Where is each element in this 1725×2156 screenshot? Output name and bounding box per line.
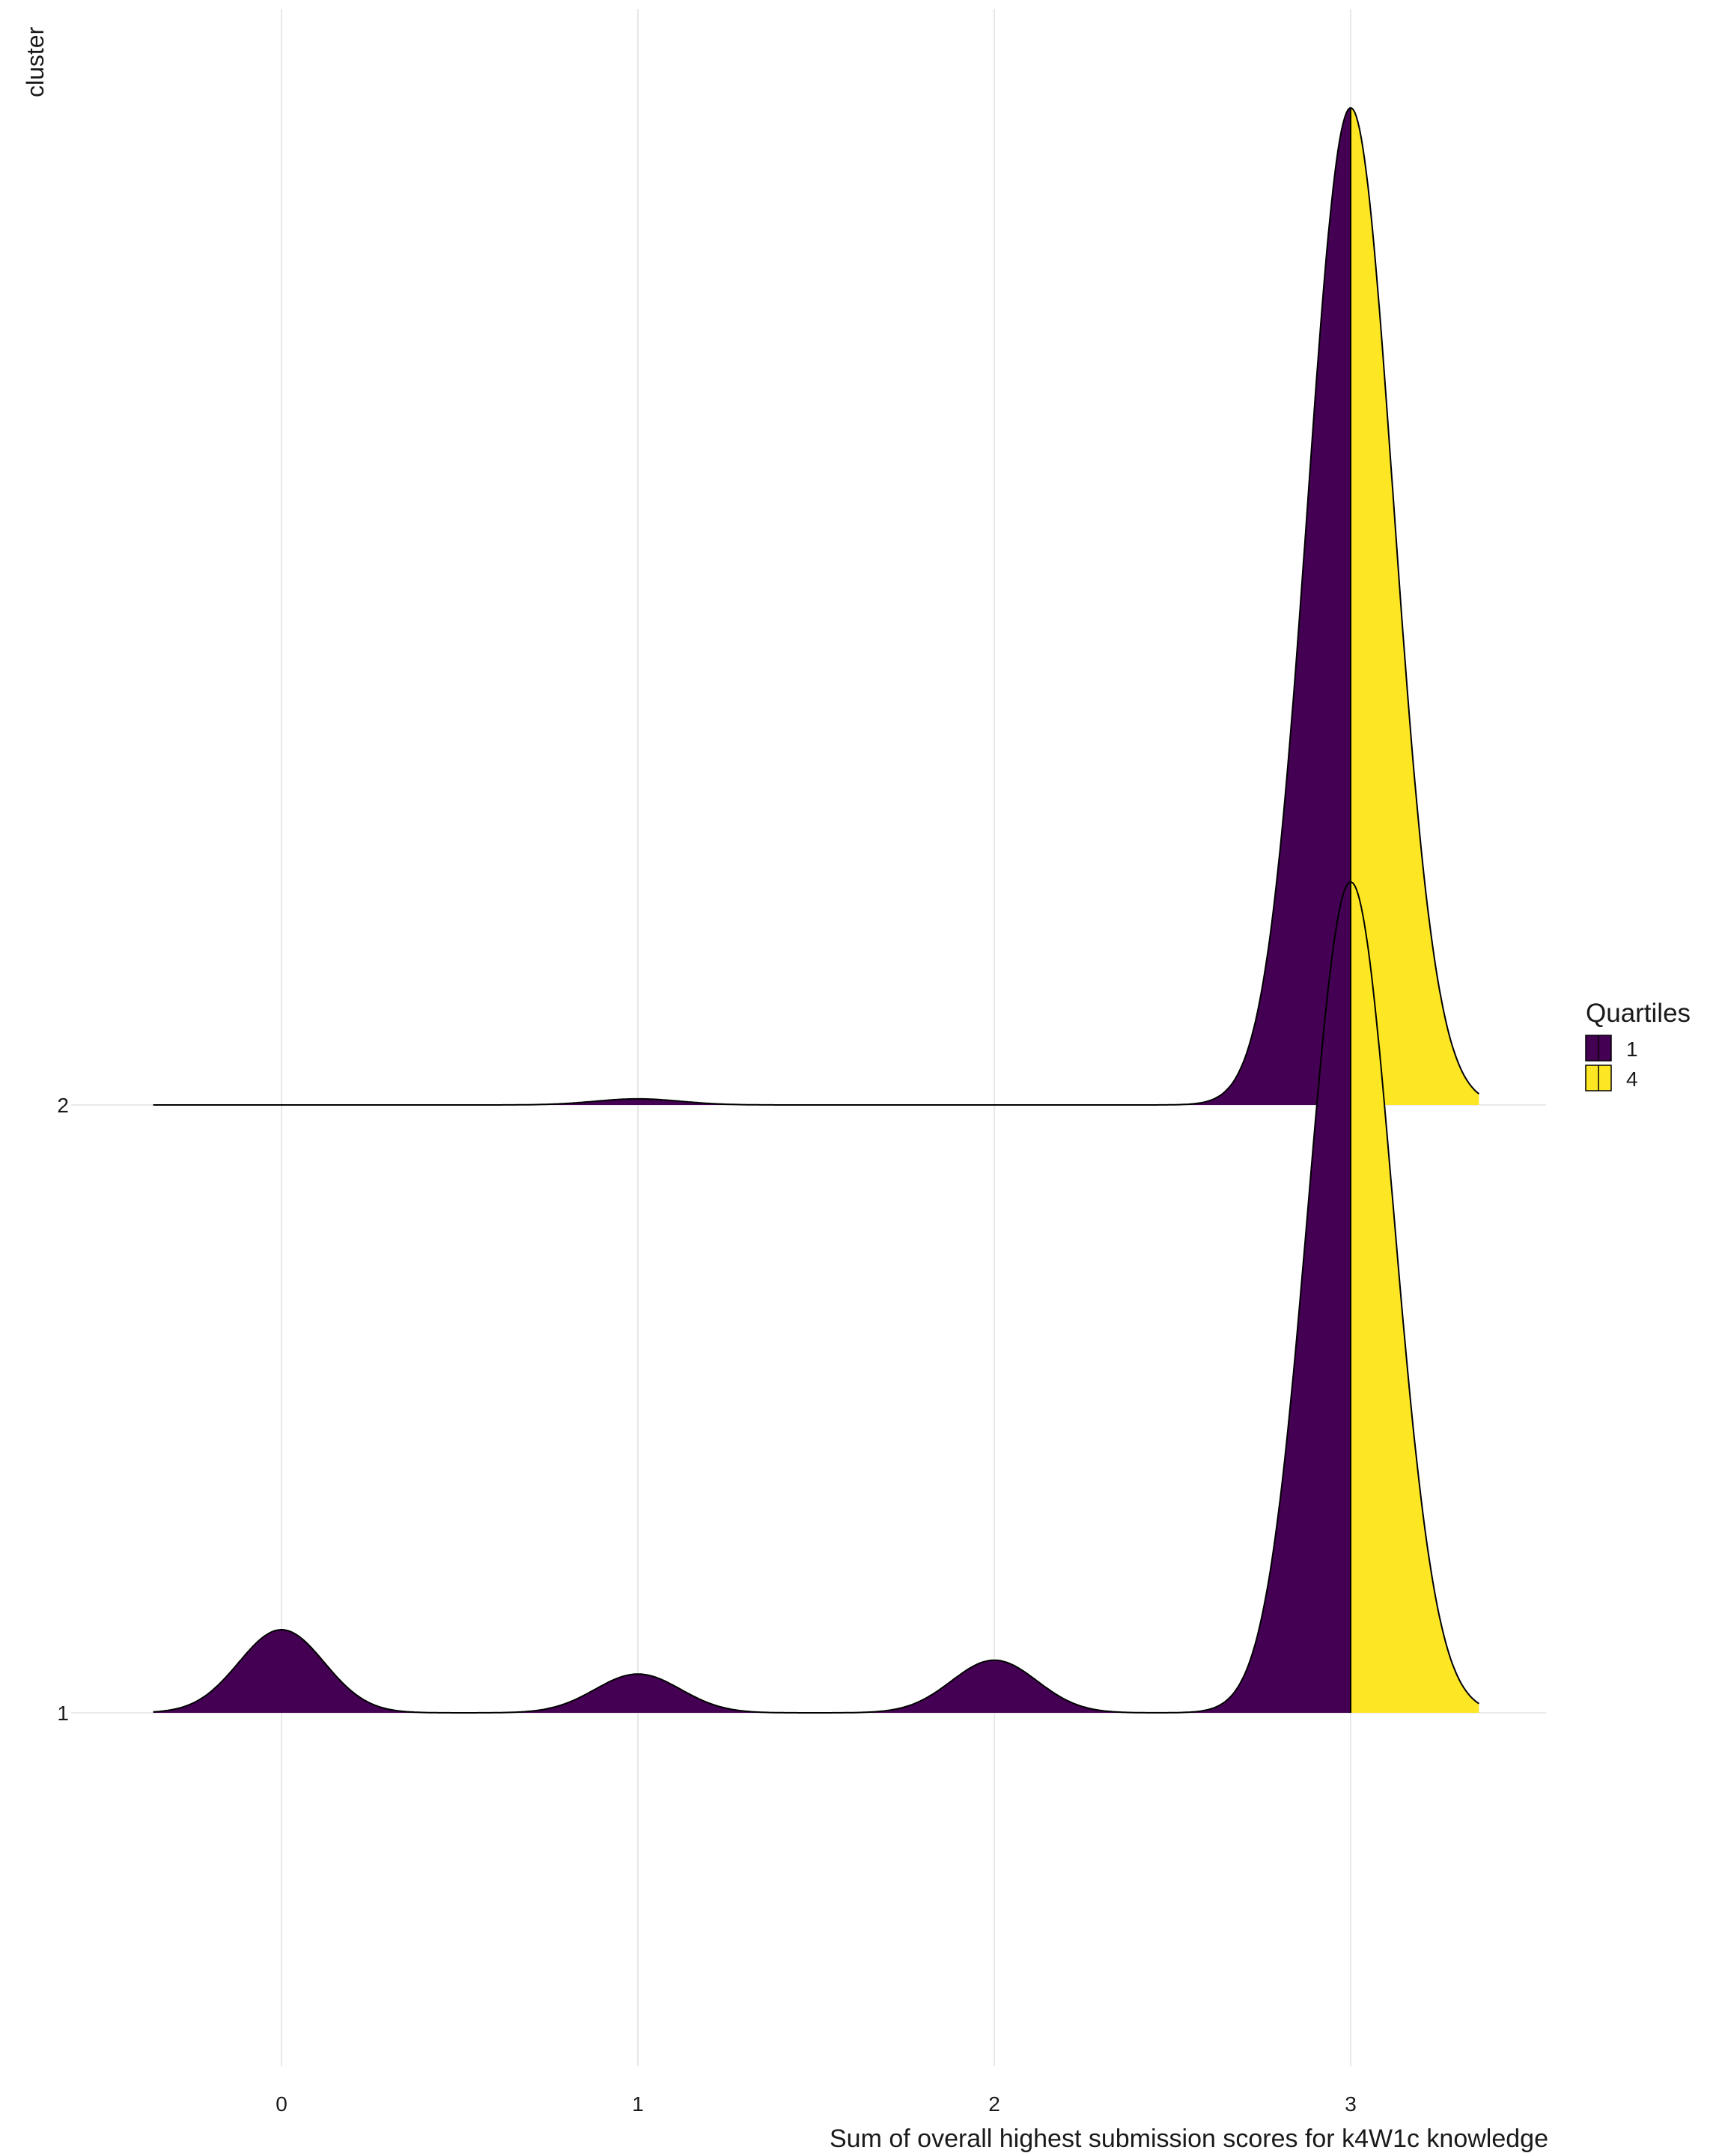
legend-entry: 1 (1585, 1035, 1638, 1062)
legend: Quartiles 1 4 (1585, 999, 1691, 1091)
x-tick-label: 0 (276, 2092, 288, 2116)
ridge-cluster-1 (153, 881, 1479, 1714)
legend-entry: 4 (1585, 1065, 1638, 1091)
ridge-cluster-2 (153, 107, 1480, 1106)
ridge-outline (153, 107, 1480, 1106)
ridge-fill-quartile-4 (1351, 108, 1479, 1105)
ridge-fill-quartile-1 (153, 108, 1351, 1105)
y-axis-ticks: 12 (57, 1094, 69, 1725)
ridge-outline (153, 881, 1479, 1714)
y-tick-label: 1 (57, 1702, 69, 1725)
y-axis-label: cluster (22, 26, 49, 97)
ridge-fill-quartile-1 (153, 882, 1351, 1713)
x-axis-label: Sum of overall highest submission scores… (830, 2125, 1548, 2153)
legend-label: 1 (1626, 1038, 1638, 1061)
legend-title: Quartiles (1586, 999, 1691, 1028)
legend-label: 4 (1626, 1068, 1638, 1091)
x-axis-ticks: 0 1 2 3 (276, 2092, 1357, 2116)
x-tick-label: 1 (632, 2092, 644, 2116)
y-tick-label: 2 (57, 1094, 69, 1117)
density-ridges (153, 107, 1480, 1714)
x-tick-label: 2 (988, 2092, 1000, 2116)
x-tick-label: 3 (1345, 2092, 1357, 2116)
